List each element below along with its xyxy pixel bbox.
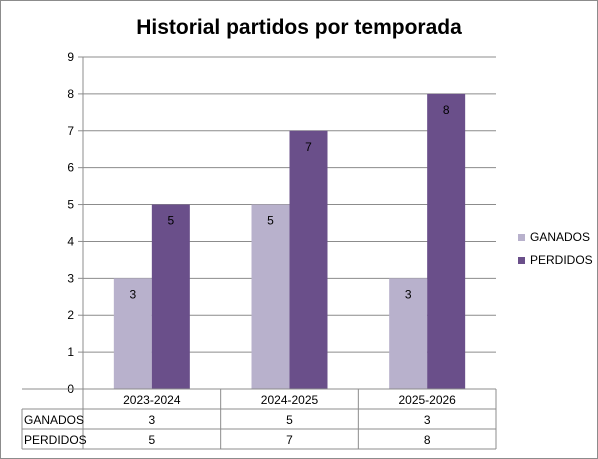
y-tick-label: 8 <box>67 87 74 101</box>
y-tick-label: 6 <box>67 161 74 175</box>
data-label: 3 <box>129 287 136 301</box>
bar-perdidos <box>427 93 466 389</box>
legend-swatch-ganados <box>518 234 525 241</box>
table-cell: 5 <box>286 413 293 427</box>
bar-perdidos <box>151 204 190 389</box>
data-label: 8 <box>443 103 450 117</box>
data-label: 7 <box>305 140 312 154</box>
table-cell: 7 <box>286 433 293 447</box>
table-cell: 3 <box>148 413 155 427</box>
table-cell: 8 <box>424 433 431 447</box>
chart-title: Historial partidos por temporada <box>136 16 462 39</box>
bar-ganados <box>389 278 428 389</box>
y-tick-label: 3 <box>67 271 74 285</box>
y-tick-label: 1 <box>67 345 74 359</box>
table-cell: 3 <box>424 413 431 427</box>
legend-label: PERDIDOS <box>530 253 593 267</box>
x-tick-label: 2023-2024 <box>123 393 181 407</box>
data-label: 5 <box>267 214 274 228</box>
y-tick-label: 9 <box>67 50 74 64</box>
bar-ganados <box>113 278 152 389</box>
x-tick-label: 2024-2025 <box>261 393 319 407</box>
table-row-label: GANADOS <box>24 413 84 427</box>
data-label: 3 <box>405 287 412 301</box>
table-cell: 5 <box>148 433 155 447</box>
y-tick-label: 7 <box>67 124 74 138</box>
bar-ganados <box>251 204 290 389</box>
x-tick-label: 2025-2026 <box>398 393 456 407</box>
y-tick-label: 2 <box>67 308 74 322</box>
bar-perdidos <box>289 130 328 389</box>
data-label: 5 <box>167 214 174 228</box>
y-tick-label: 5 <box>67 198 74 212</box>
legend-label: GANADOS <box>530 230 590 244</box>
table-row-label: PERDIDOS <box>24 433 87 447</box>
y-tick-label: 4 <box>67 234 74 248</box>
legend-swatch-perdidos <box>518 257 525 264</box>
